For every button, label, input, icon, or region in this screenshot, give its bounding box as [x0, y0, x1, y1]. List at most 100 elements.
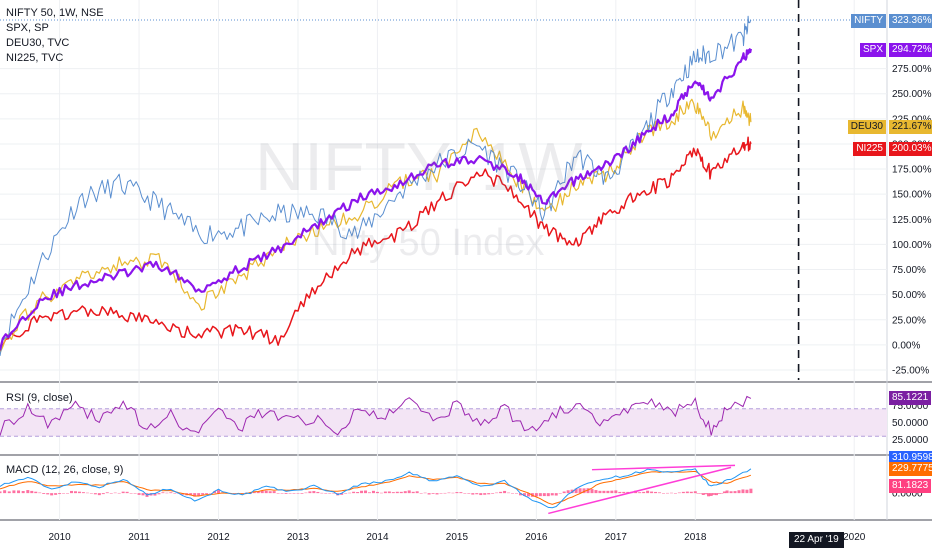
price-axis[interactable]: 275.00%250.00%225.00%200.00%175.00%150.0… — [892, 64, 932, 500]
macd-histogram-bar — [610, 490, 614, 494]
macd-histogram-bar — [606, 490, 610, 494]
macd-histogram-bar — [503, 490, 507, 494]
macd-histogram-bar — [594, 490, 598, 494]
macd-pane-title[interactable]: MACD (12, 26, close, 9) — [6, 464, 124, 476]
macd-histogram-bar — [58, 493, 62, 495]
macd-histogram-bar — [427, 493, 431, 495]
macd-histogram-bar — [360, 490, 364, 494]
macd-histogram-bar — [403, 491, 407, 494]
macd-line[interactable] — [0, 468, 752, 509]
macd-histogram-bar — [622, 491, 626, 494]
macd-histogram-bar — [312, 491, 316, 494]
macd-histogram-bar — [344, 493, 348, 494]
macd-histogram-bar — [491, 493, 495, 494]
macd-histogram — [0, 488, 753, 497]
macd-histogram-bar — [699, 493, 703, 494]
macd-histogram-bar — [252, 492, 256, 494]
series-line-spx[interactable] — [0, 48, 752, 351]
macd-histogram-bar — [300, 493, 304, 494]
series-layer — [0, 0, 887, 515]
rsi-y-tick-label: 75.0000 — [892, 401, 929, 412]
trendline-top[interactable] — [591, 464, 736, 471]
x-tick-label: 2013 — [287, 532, 310, 543]
macd-histogram-bar — [602, 490, 606, 494]
rsi-line[interactable] — [0, 395, 752, 436]
macd-histogram-bar — [511, 493, 515, 494]
macd-histogram-bar — [562, 491, 566, 494]
macd-histogram-bar — [534, 493, 538, 497]
macd-histogram-bar — [709, 493, 713, 496]
rsi-band-fill — [0, 408, 887, 437]
y-tick-label: 75.00% — [892, 265, 926, 276]
time-axis[interactable]: 2010 2011 2012 2013 2014 2015 2016 2017 2018 2020 — [48, 532, 865, 543]
macd-histogram-bar — [272, 491, 276, 494]
macd-histogram-bar — [658, 492, 662, 494]
macd-histogram-bar — [371, 490, 375, 494]
macd-histogram-bar — [522, 493, 526, 496]
y-tick-label: 25.00% — [892, 315, 926, 326]
macd-histogram-bar — [733, 491, 737, 494]
macd-histogram-bar — [673, 493, 677, 494]
macd-histogram-bar — [316, 491, 320, 494]
macd-histogram-bar — [646, 490, 650, 494]
macd-histogram-bar — [197, 493, 201, 496]
macd-histogram-bar — [161, 492, 165, 494]
y-tick-label: 225.00% — [892, 114, 932, 125]
rsi-pane-title[interactable]: RSI (9, close) — [6, 392, 73, 404]
x-tick-label: 2015 — [446, 532, 469, 543]
legend-series-deu30[interactable]: DEU30, TVC — [6, 37, 70, 49]
macd-histogram-bar — [737, 490, 741, 494]
macd-histogram-bar — [50, 493, 54, 496]
y-tick-label: 150.00% — [892, 190, 932, 201]
legend: NIFTY 50, 1W, NSE SPX, SP DEU30, TVC NI2… — [6, 6, 104, 66]
macd-histogram-bar — [696, 493, 700, 494]
last-value-tag-spx: 294.72% — [889, 43, 932, 57]
macd-histogram-bar — [574, 488, 578, 494]
trendline-rising[interactable] — [548, 466, 732, 515]
series-line-nifty[interactable] — [0, 15, 752, 356]
macd-histogram-bar — [292, 493, 296, 494]
macd-histogram-bar — [566, 490, 570, 494]
macd-histogram-bar — [538, 493, 542, 497]
grid-lines — [0, 0, 932, 521]
macd-histogram-bar — [217, 490, 221, 494]
histogram-last-value-tag: 81.1823 — [889, 479, 932, 493]
macd-histogram-bar — [704, 493, 708, 495]
macd-histogram-bar — [642, 491, 646, 494]
macd-histogram-bar — [717, 493, 721, 494]
macd-histogram-bar — [77, 491, 81, 494]
macd-histogram-bar — [578, 488, 582, 494]
rsi-y-tick-label: 25.0000 — [892, 435, 929, 446]
macd-histogram-bar — [352, 491, 356, 494]
macd-histogram-bar — [558, 493, 562, 494]
legend-series-spx[interactable]: SPX, SP — [6, 22, 49, 34]
y-tick-label: 50.00% — [892, 290, 926, 301]
macd-histogram-bar — [590, 489, 594, 494]
last-value-tag-ni225: 200.03% — [889, 142, 932, 156]
macd-histogram-bar — [725, 490, 729, 494]
last-value-tag-nifty: 323.36% — [889, 14, 932, 28]
macd-histogram-bar — [169, 492, 173, 494]
macd-histogram-bar — [328, 493, 332, 494]
legend-series-ni225[interactable]: NI225, TVC — [6, 52, 64, 64]
macd-histogram-bar — [73, 491, 77, 494]
x-tick-label: 2020 — [843, 532, 866, 543]
rsi-y-tick-label: 50.0000 — [892, 418, 929, 429]
legend-main-symbol[interactable]: NIFTY 50, 1W, NSE — [6, 7, 104, 19]
x-tick-label: 2012 — [207, 532, 230, 543]
macd-histogram-bar — [232, 493, 236, 494]
last-value-tag-deu30: 221.67% — [889, 120, 932, 134]
macd-histogram-bar — [467, 493, 471, 494]
macd-histogram-bar — [391, 492, 395, 494]
macd-histogram-bar — [66, 493, 70, 494]
series-line-ni225[interactable] — [0, 136, 752, 353]
macd-histogram-bar — [471, 493, 475, 495]
macd-histogram-bar — [54, 493, 58, 495]
crosshair-date-label: 22 Apr '19 — [789, 532, 844, 548]
macd-histogram-bar — [288, 493, 292, 494]
macd-histogram-bar — [340, 493, 344, 495]
macd-histogram-bar — [70, 490, 74, 494]
macd-signal-line[interactable] — [0, 470, 752, 505]
y-tick-label: -25.00% — [892, 366, 929, 377]
